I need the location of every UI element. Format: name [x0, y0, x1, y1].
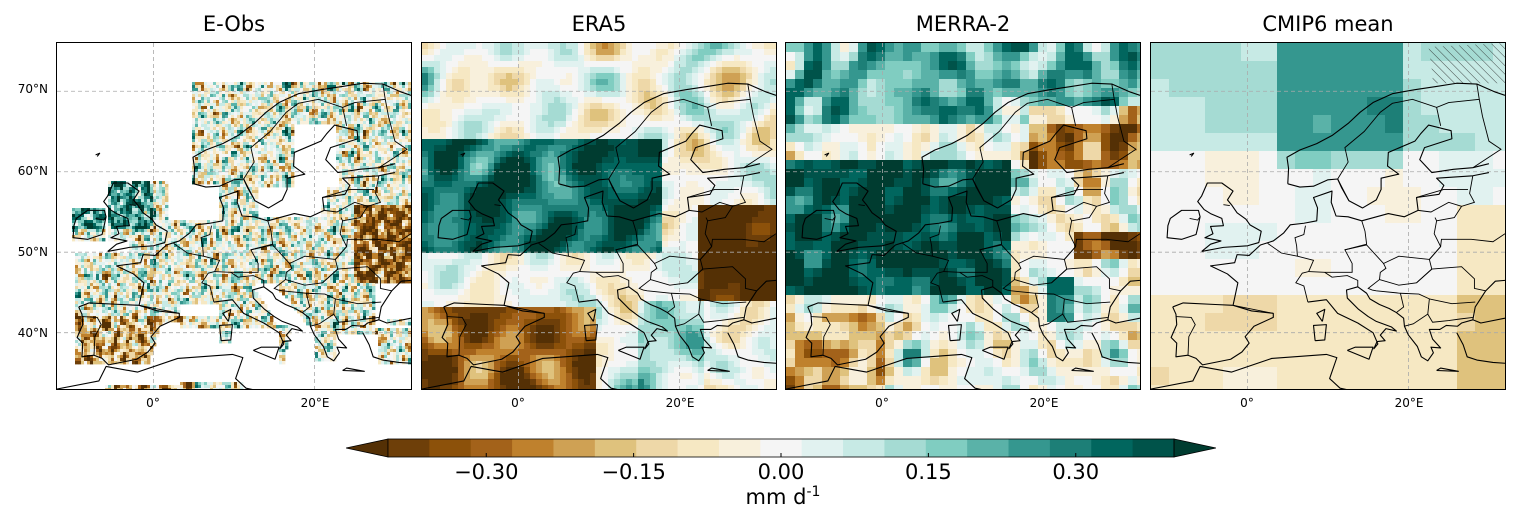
x-tick-20e: 20°E [665, 396, 695, 410]
colorbar-segment [1049, 439, 1092, 457]
map-canvas-eobs [57, 43, 411, 389]
colorbar-segment [677, 439, 720, 457]
map-cmip6 [1150, 42, 1506, 390]
map-canvas-merra2 [786, 43, 1140, 389]
colorbar-tick-label: −0.30 [454, 460, 519, 484]
y-tick-50n: 50°N [17, 245, 48, 259]
panel-era5: ERA5 0° 20°E [421, 0, 777, 410]
panel-title-era5: ERA5 [571, 12, 627, 36]
colorbar-segment [801, 439, 844, 457]
coastlines [1151, 82, 1505, 389]
x-tick-20e: 20°E [300, 396, 330, 410]
significance-hatch [1428, 43, 1505, 84]
gridlines [57, 43, 411, 389]
field-cells [786, 43, 1140, 389]
x-tick-0: 0° [1240, 396, 1254, 410]
field-cells [1151, 43, 1505, 389]
map-canvas-cmip6 [1151, 43, 1505, 389]
x-tick-20e: 20°E [1394, 396, 1424, 410]
colorbar-segment [843, 439, 885, 457]
colorbar-segment [1008, 439, 1051, 457]
colorbar-segment [925, 439, 968, 457]
colorbar-segment [594, 439, 637, 457]
colorbar-extend-low [345, 438, 389, 458]
colorbar-segment [388, 439, 430, 457]
colorbar-segment [884, 439, 927, 457]
colorbar-unit: mm d-1 [746, 484, 821, 509]
colorbar-segment [1132, 439, 1175, 457]
colorbar-segment [967, 439, 1010, 457]
x-tick-0: 0° [875, 396, 889, 410]
colorbar-tick-label: 0.00 [757, 460, 805, 484]
gridlines [1151, 43, 1505, 389]
panel-eobs: E-Obs 0° 20°E [56, 0, 412, 410]
x-tick-0: 0° [146, 396, 160, 410]
country-borders [1175, 83, 1505, 356]
colorbar-segment [512, 439, 554, 457]
colorbar-extend-high [1173, 438, 1217, 458]
country-borders [810, 83, 1140, 356]
colorbar-unit-exp: -1 [806, 484, 821, 500]
panel-title-merra2: MERRA-2 [915, 12, 1011, 36]
colorbar-segment [470, 439, 513, 457]
x-tick-0: 0° [511, 396, 525, 410]
colorbar-tick-label: 0.15 [904, 460, 952, 484]
colorbar-bar [345, 438, 1217, 458]
field-cells [72, 82, 411, 389]
gridlines [786, 43, 1140, 389]
colorbar [345, 438, 1217, 458]
coastlines [786, 82, 1140, 389]
colorbar-tick-label: 0.30 [1052, 460, 1100, 484]
x-tick-20e: 20°E [1029, 396, 1059, 410]
y-tick-40n: 40°N [17, 326, 48, 340]
country-borders [446, 83, 776, 356]
coastlines [57, 82, 411, 389]
map-canvas-era5 [422, 43, 776, 389]
colorbar-segment [1091, 439, 1134, 457]
map-eobs [56, 42, 412, 390]
panel-merra2: MERRA-2 0° 20°E [785, 0, 1141, 410]
colorbar-segment [760, 439, 803, 457]
map-era5 [421, 42, 777, 390]
colorbar-segment [429, 439, 472, 457]
coastlines [422, 82, 776, 389]
panel-title-cmip6: CMIP6 mean [1262, 12, 1394, 36]
colorbar-unit-base: mm d [745, 485, 807, 509]
colorbar-segment [718, 439, 761, 457]
gridlines [422, 43, 776, 389]
map-merra2 [785, 42, 1141, 390]
y-tick-70n: 70°N [17, 82, 48, 96]
colorbar-segment [553, 439, 596, 457]
panel-title-eobs: E-Obs [202, 12, 266, 36]
colorbar-segment [636, 439, 679, 457]
panel-cmip6: CMIP6 mean 0° 20°E [1150, 0, 1506, 410]
colorbar-tick-label: −0.15 [601, 460, 666, 484]
y-tick-60n: 60°N [17, 164, 48, 178]
field-cells [422, 43, 776, 389]
country-borders [81, 83, 411, 356]
